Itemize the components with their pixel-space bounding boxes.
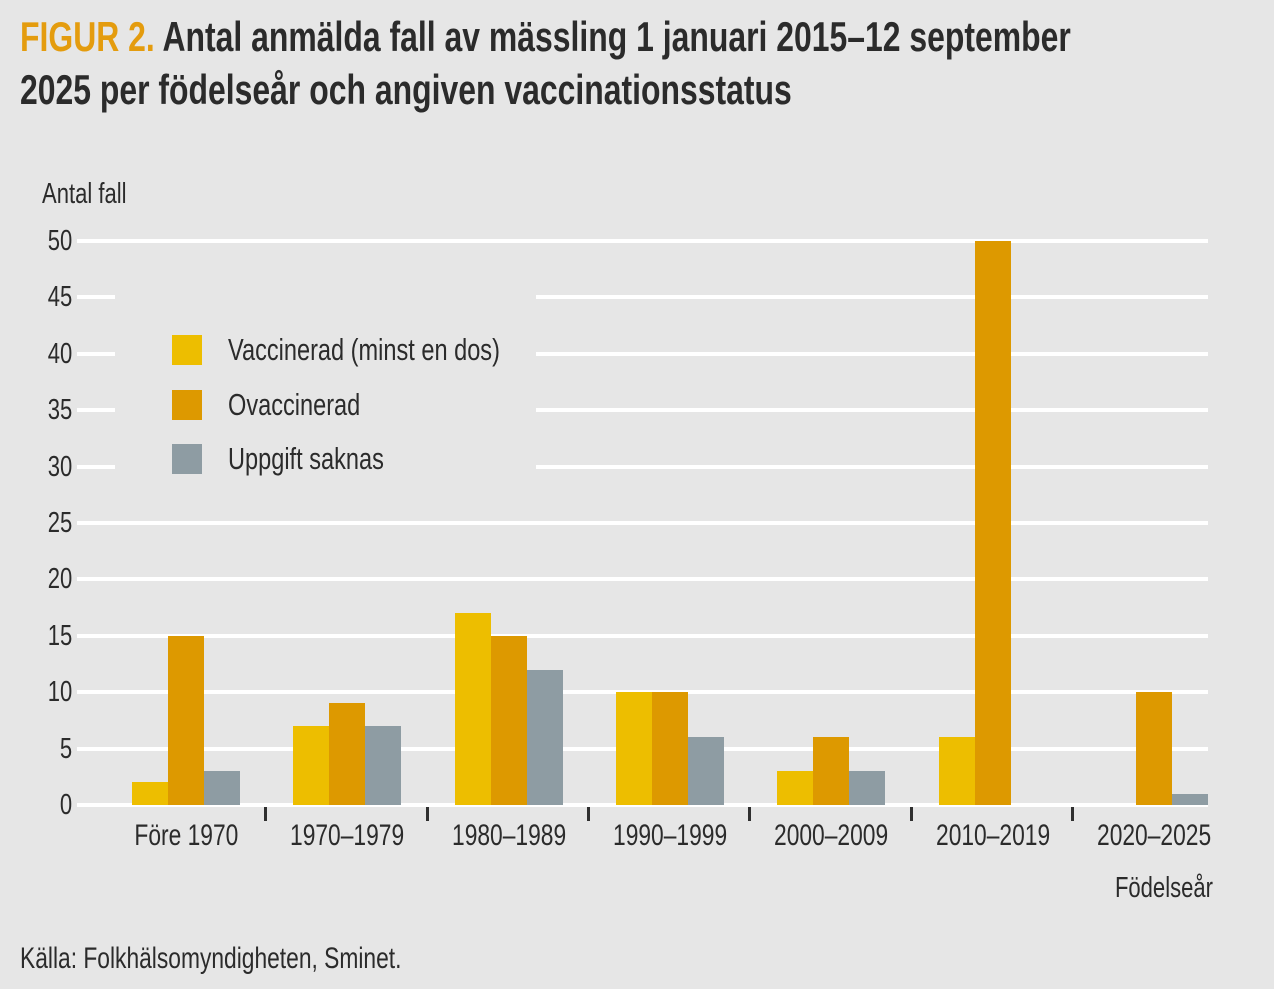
legend-label: Vaccinerad (minst en dos)	[228, 332, 500, 367]
gridline-y-25	[77, 521, 1208, 525]
source-note: Källa: Folkhälsomyndigheten, Sminet.	[20, 942, 402, 975]
x-axis-tick	[909, 807, 913, 821]
y-axis-tick-label: 15	[47, 619, 72, 652]
y-axis-tick-label: 40	[47, 337, 72, 370]
legend-swatch	[172, 444, 202, 474]
x-axis-category-label: 1970–1979	[290, 819, 405, 852]
bar	[1135, 692, 1172, 805]
gridline-y-50	[77, 239, 1208, 243]
bar	[204, 771, 240, 805]
legend-item: Uppgift saknas	[172, 441, 433, 476]
x-axis-category-label: 2020–2025	[1096, 819, 1212, 852]
bar	[651, 692, 688, 805]
y-axis-tick-label: 30	[47, 450, 72, 483]
x-axis-tick	[1070, 807, 1074, 821]
bar	[329, 703, 366, 805]
gridline-y-35	[77, 408, 1208, 413]
x-axis-category-label: 2000–2009	[774, 819, 889, 852]
bar	[168, 635, 204, 805]
title-text-line-2: 2025 per födelseår och angiven vaccinati…	[20, 66, 792, 113]
bar	[293, 726, 330, 805]
gridline-y-0	[77, 803, 1208, 807]
x-axis-category-label: 2010–2019	[935, 819, 1050, 852]
bar	[365, 726, 402, 805]
x-axis-tick	[264, 807, 268, 821]
bar	[777, 771, 814, 805]
gridline-y-45	[77, 295, 1208, 300]
bar	[490, 635, 527, 805]
bar	[938, 737, 975, 805]
figure-heading: FIGUR 2. Antal anmälda fall av mässling …	[20, 10, 1274, 116]
bar	[1171, 793, 1208, 805]
y-axis-tick-label: 10	[47, 676, 72, 709]
gridline-y-15	[77, 633, 1208, 638]
y-axis-tick-label: 25	[47, 507, 72, 539]
bar	[132, 782, 168, 805]
y-axis-tick-label: 35	[47, 394, 72, 427]
x-axis-tick	[748, 807, 752, 821]
legend-swatch	[172, 389, 202, 420]
title-line-2: 2025 per födelseår och angiven vaccinati…	[20, 63, 1274, 116]
x-axis-category-label: 1990–1999	[612, 819, 728, 852]
legend-swatch	[172, 335, 202, 365]
gridline-y-30	[77, 464, 1208, 469]
bar	[849, 771, 886, 805]
gridline-y-20	[77, 577, 1208, 582]
legend-item: Vaccinerad (minst en dos)	[172, 332, 586, 367]
bar	[526, 669, 563, 805]
x-axis-title: Födelseår	[1114, 872, 1213, 904]
x-axis-category-label: Före 1970	[134, 819, 238, 852]
y-axis-tick-label: 0	[59, 789, 72, 821]
y-axis-title: Antal fall	[42, 178, 127, 210]
bar	[454, 613, 491, 805]
legend-label: Uppgift saknas	[228, 441, 384, 476]
title-line-1: FIGUR 2. Antal anmälda fall av mässling …	[20, 10, 1274, 63]
title-text-line-1: Antal anmälda fall av mässling 1 januari…	[162, 13, 1071, 60]
y-axis-tick-label: 45	[47, 281, 72, 314]
legend: Vaccinerad (minst en dos) Ovaccinerad Uppg…	[115, 281, 536, 486]
bar	[974, 241, 1011, 805]
bar	[813, 737, 850, 805]
bar	[687, 737, 724, 805]
legend-item: Ovaccinerad	[172, 386, 402, 422]
gridline-y-40	[77, 351, 1208, 356]
figure-number-label: FIGUR 2.	[20, 13, 155, 60]
x-axis-tick	[586, 807, 590, 821]
x-axis-tick	[425, 807, 429, 821]
legend-label: Ovaccinerad	[228, 386, 361, 422]
y-axis-tick-label: 20	[47, 563, 72, 596]
y-axis-tick-label: 5	[59, 732, 72, 765]
y-axis-tick-label: 50	[47, 225, 72, 257]
bar	[615, 692, 652, 805]
x-axis-category-label: 1980–1989	[451, 819, 566, 852]
